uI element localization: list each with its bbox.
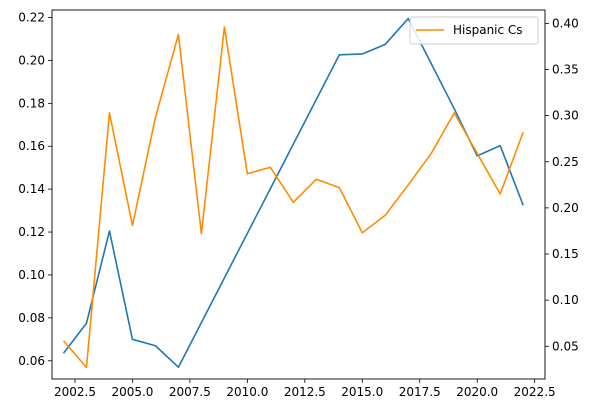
y2-tick-label: 0.25: [552, 155, 579, 169]
x-tick-label: 2015.0: [341, 385, 383, 399]
y2-tick-label: 0.30: [552, 109, 579, 123]
x-tick-label: 2002.5: [54, 385, 96, 399]
series-line-hispanic-cs: [62, 26, 524, 369]
x-tick-label: 2022.5: [514, 385, 556, 399]
y2-tick-label: 0.05: [552, 339, 579, 353]
x-tick-label: 2010.0: [226, 385, 268, 399]
plot-area: [52, 10, 545, 379]
series-lines: [62, 17, 524, 369]
y2-tick-label: 0.35: [552, 63, 579, 77]
y-tick-label: 0.20: [18, 53, 45, 67]
x-tick-label: 2017.5: [399, 385, 441, 399]
plot-frame: [51, 9, 546, 380]
x-axis-ticks: 2002.5 2005.0 2007.5 2010.0 2012.5 2015.0 2017…: [54, 379, 556, 399]
legend: Hispanic Cs: [409, 16, 539, 45]
y-tick-label: 0.12: [18, 225, 45, 239]
x-tick-label: 2005.0: [111, 385, 153, 399]
y2-tick-label: 0.40: [552, 16, 579, 30]
series-line-1: [62, 17, 524, 369]
y-tick-label: 0.06: [18, 354, 45, 368]
y2-tick-label: 0.15: [552, 247, 579, 261]
x-tick-label: 2020.0: [456, 385, 498, 399]
right-y-axis-ticks: 0.05 0.10 0.15 0.20 0.25 0.30 0.35 0.40: [545, 16, 579, 353]
x-tick-label: 2012.5: [284, 385, 326, 399]
left-y-axis-ticks: 0.06 0.08 0.10 0.12 0.14 0.16 0.18 0.20 0.22: [18, 11, 52, 368]
y2-tick-label: 0.20: [552, 201, 579, 215]
y-tick-label: 0.18: [18, 96, 45, 110]
y-tick-label: 0.16: [18, 139, 45, 153]
y-tick-label: 0.08: [18, 311, 45, 325]
legend-box: [409, 16, 539, 45]
legend-label-hispanic-cs: Hispanic Cs: [453, 23, 523, 37]
y-tick-label: 0.14: [18, 182, 45, 196]
y2-tick-label: 0.10: [552, 293, 579, 307]
y-tick-label: 0.22: [18, 11, 45, 25]
x-tick-label: 2007.5: [169, 385, 211, 399]
y-tick-label: 0.10: [18, 268, 45, 282]
